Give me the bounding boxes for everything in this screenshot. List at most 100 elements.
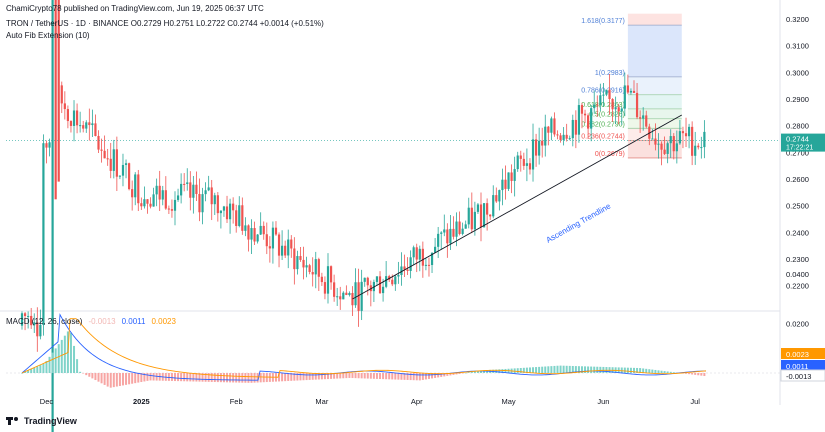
candle-body [253,228,256,242]
macd-line-badge-text: 0.0011 [786,362,808,371]
candle-body [311,272,314,275]
candle-body [72,110,76,126]
macd-bar [36,366,39,373]
macd-bar [238,373,241,383]
macd-bar [143,373,146,382]
macd-bar [128,373,131,385]
macd-bar [204,373,207,382]
macd-bar [626,367,629,373]
macd-bar [244,373,247,383]
candle-body [378,276,382,294]
macd-bar [532,367,535,373]
candle-body [210,187,213,205]
macd-signal-badge-text: 0.0023 [786,350,809,359]
macd-bar [385,373,388,380]
candle-body [507,172,510,189]
candle-body [583,113,587,116]
macd-bar [103,373,106,385]
macd-bar [562,365,565,373]
time-tick: Dec [40,397,54,406]
candle-body [703,131,706,148]
macd-bar [633,367,635,373]
time-tick: May [501,397,515,406]
candle-body [225,206,229,220]
macd-bar [375,373,378,379]
candle-body [559,135,562,140]
candle-body [192,184,195,198]
macd-bar [480,370,482,373]
candle-body [642,115,645,119]
candle-body [115,149,118,177]
price-tick: 0.2300 [786,255,809,264]
price-tick: 0.3100 [786,42,809,51]
candle-body [550,118,553,133]
macd-bar [57,344,60,373]
macd-bar [85,373,88,376]
macd-bar [146,373,149,381]
macd-bar [299,373,302,381]
candle-body [534,139,538,156]
macd-bar [483,370,486,373]
candle-body [250,228,253,240]
tradingview-brand[interactable]: TradingView [6,416,77,426]
macd-bar [287,373,290,381]
macd-bar [327,373,329,380]
candle-body [562,134,565,140]
macd-bar [642,368,645,373]
macd-bar [574,366,577,373]
macd-bar [207,373,210,382]
candle-body [388,276,391,280]
macd-tick: 0.0400 [786,270,809,279]
candle-body [149,203,152,207]
candle-body [458,221,461,234]
candle-body [176,195,180,200]
trendline-annotation: Ascending Trendline [545,201,613,244]
macd-bar [409,373,412,381]
candle-body [339,296,342,300]
candle-body [479,204,483,228]
time-tick: Jun [597,397,609,406]
candle-body [577,105,581,135]
candle-body [244,225,247,231]
candle-body [409,257,412,271]
macd-bar [449,373,452,376]
candle-body [525,163,528,166]
macd-bar [501,369,504,373]
candle-body [256,234,259,242]
candle-body [170,209,174,211]
macd-bar [467,372,470,373]
macd-bar [697,373,700,376]
macd-bar [382,373,385,380]
candle-body [213,195,216,205]
macd-bar [54,348,57,373]
macd-bar [106,373,109,387]
candle-body [522,158,525,166]
candle-body [663,149,666,154]
candle-body [348,292,351,296]
macd-bar [366,373,369,379]
candle-body [354,282,357,306]
macd-bar [461,373,464,374]
candle-body [158,185,161,200]
macd-bar [30,369,33,373]
candle-body [531,139,535,170]
fib-zone [627,76,682,95]
macd-bar [584,366,587,373]
candle-body [366,277,369,286]
macd-bar [348,373,351,378]
macd-bar [571,365,574,373]
candle-body [697,145,700,148]
price-tick: 0.3200 [786,15,809,24]
macd-bar [458,373,461,374]
macd-bar [149,373,152,381]
candle-body [614,107,617,110]
macd-bar [79,371,82,373]
macd-bar [424,373,427,380]
candle-body [299,256,302,260]
candle-body [427,264,431,266]
candle-body [54,0,57,200]
price-tick: 0.2600 [786,175,809,184]
macd-bar [195,373,198,382]
candle-body [134,174,137,198]
